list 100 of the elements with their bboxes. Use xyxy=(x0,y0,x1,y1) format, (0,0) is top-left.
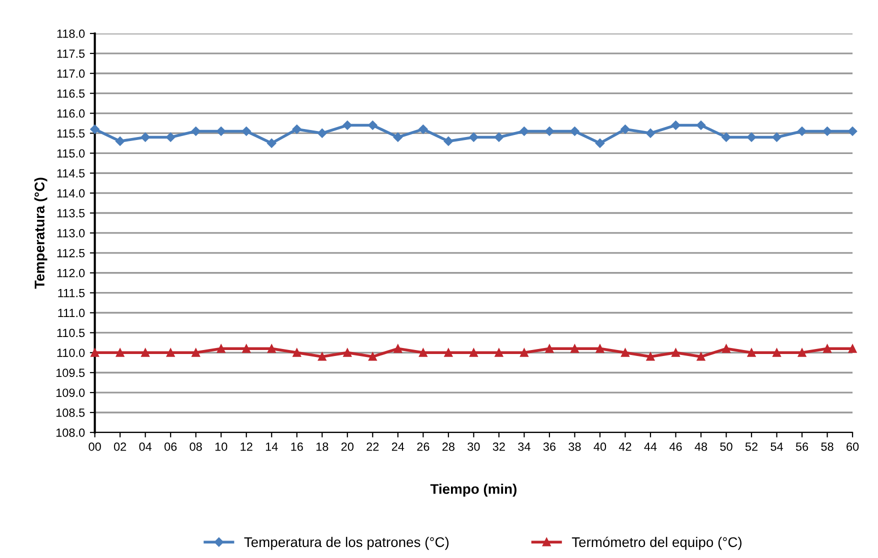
x-tick-label: 54 xyxy=(770,442,783,451)
point xyxy=(494,132,504,142)
point xyxy=(595,138,605,148)
point xyxy=(216,344,226,353)
point xyxy=(596,344,604,353)
point xyxy=(216,126,226,136)
point xyxy=(166,132,176,142)
x-tick-label: 12 xyxy=(240,442,252,451)
x-tick-label: 44 xyxy=(644,442,657,451)
y-tick-label: 109.0 xyxy=(56,388,85,397)
point xyxy=(393,132,403,142)
x-tick-label: 50 xyxy=(720,442,732,451)
x-tick-label: 04 xyxy=(139,442,152,451)
point xyxy=(646,352,655,361)
point xyxy=(419,348,428,357)
point xyxy=(394,344,402,353)
x-tick-label: 00 xyxy=(88,442,101,451)
x-tick-label: 18 xyxy=(316,442,328,451)
point xyxy=(822,126,832,136)
point xyxy=(343,348,352,357)
point xyxy=(570,344,579,353)
point xyxy=(166,348,175,357)
x-tick-label: 20 xyxy=(341,442,354,451)
point xyxy=(192,348,200,357)
point xyxy=(722,344,730,353)
point xyxy=(620,124,630,134)
point xyxy=(823,344,832,353)
point xyxy=(191,126,200,136)
point xyxy=(418,124,428,134)
x-tick-label: 08 xyxy=(190,442,202,451)
point xyxy=(570,126,580,136)
y-tick-label: 116.0 xyxy=(57,109,85,118)
point xyxy=(444,348,453,357)
point xyxy=(140,132,150,142)
point xyxy=(116,348,124,357)
point xyxy=(292,124,302,134)
x-tick-label: 56 xyxy=(796,442,808,451)
point xyxy=(444,136,454,146)
point xyxy=(115,136,125,146)
y-tick-label: 108.0 xyxy=(56,428,85,437)
x-tick-label: 06 xyxy=(164,442,177,451)
y-tick-label: 117.0 xyxy=(57,69,85,78)
y-tick-label: 116.5 xyxy=(57,89,85,98)
y-tick-label: 115.5 xyxy=(57,129,85,138)
x-tick-label: 40 xyxy=(594,442,606,451)
x-tick-label: 48 xyxy=(694,442,708,451)
x-tick-label: 30 xyxy=(468,442,480,451)
x-tick-label: 02 xyxy=(114,442,126,451)
y-tick-label: 117.5 xyxy=(57,50,85,58)
y-tick-label: 113.0 xyxy=(57,229,85,238)
y-tick-label: 110.0 xyxy=(57,348,85,358)
y-tick-label: 109.5 xyxy=(56,368,85,377)
point xyxy=(747,348,756,357)
x-tick-label: 36 xyxy=(543,442,556,451)
point xyxy=(267,344,276,353)
point xyxy=(772,132,782,142)
x-tick-label: 58 xyxy=(821,442,834,451)
x-tick-label: 28 xyxy=(442,442,454,451)
legend-label: Termómetro del equipo (°C) xyxy=(572,536,742,550)
x-tick-label: 32 xyxy=(492,442,505,451)
point xyxy=(545,344,554,353)
point xyxy=(848,344,857,353)
point xyxy=(242,344,251,353)
y-tick-label: 115.0 xyxy=(57,149,85,158)
point xyxy=(90,348,99,357)
y-tick-label: 114.5 xyxy=(57,169,85,178)
y-tick-label: 112.5 xyxy=(57,248,85,258)
x-tick-label: 46 xyxy=(669,442,682,451)
x-tick-label: 24 xyxy=(392,442,404,451)
point xyxy=(772,348,781,357)
x-tick-label: 34 xyxy=(518,442,530,451)
y-tick-label: 111.0 xyxy=(58,308,85,318)
point xyxy=(141,348,150,357)
x-tick-label: 38 xyxy=(568,442,581,451)
point xyxy=(368,120,378,130)
point xyxy=(621,348,630,357)
point xyxy=(696,120,706,130)
point xyxy=(267,138,276,148)
y-tick-label: 108.5 xyxy=(56,408,85,417)
point xyxy=(242,126,251,136)
point xyxy=(292,348,302,357)
y-tick-label: 113.5 xyxy=(57,209,85,218)
x-tick-label: 52 xyxy=(745,442,758,451)
point xyxy=(469,132,478,142)
point xyxy=(470,348,478,357)
point xyxy=(848,126,858,136)
point xyxy=(494,348,504,357)
point xyxy=(520,348,528,357)
point xyxy=(646,128,656,138)
point xyxy=(544,126,554,136)
point xyxy=(798,348,806,357)
point xyxy=(318,128,327,138)
x-tick-label: 42 xyxy=(618,442,632,451)
y-tick-label: 118.0 xyxy=(57,30,85,38)
x-tick-label: 26 xyxy=(417,442,430,451)
y-tick-label: 114.0 xyxy=(57,189,85,198)
x-tick-label: 16 xyxy=(291,442,303,451)
y-tick-label: 111.5 xyxy=(58,288,85,298)
y-axis-title: Temperatura (°C) xyxy=(34,178,48,289)
point xyxy=(672,348,680,357)
